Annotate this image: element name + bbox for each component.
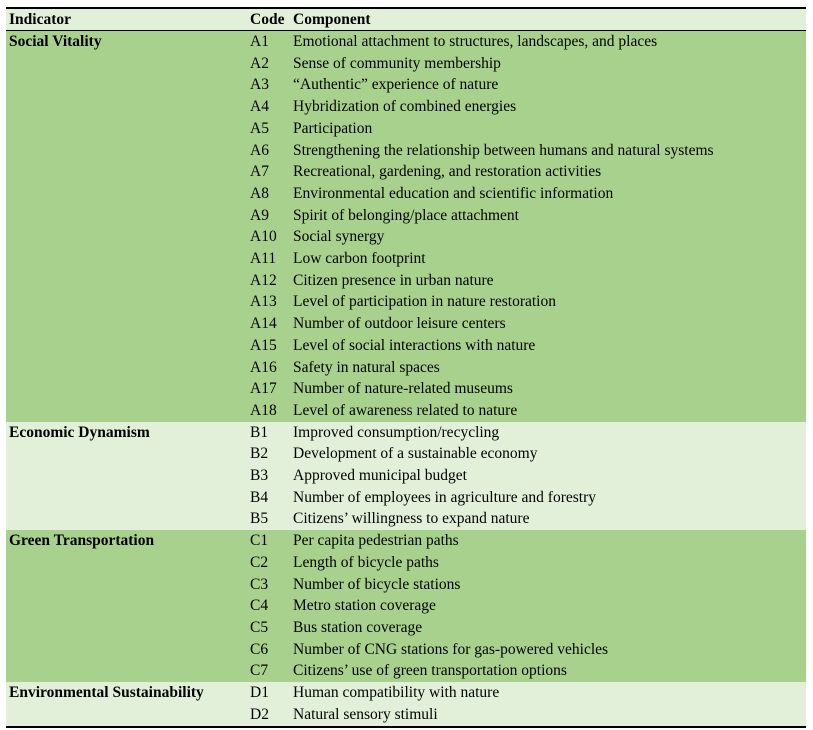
indicator-cell: Green Transportation (9, 532, 155, 550)
code-cell: A5 (250, 119, 269, 137)
code-cell: C2 (250, 553, 269, 571)
indicator-component-table: Indicator Code Component Social Vitality… (6, 7, 806, 728)
code-cell: A10 (250, 228, 277, 246)
component-cell: “Authentic” experience of nature (293, 76, 499, 94)
table-body: Social Vitality A1 Emotional attachment to… (6, 30, 806, 727)
code-cell: A14 (250, 315, 277, 333)
component-cell: Number of CNG stations for gas-powered v… (293, 640, 609, 658)
header-code: Code (248, 8, 290, 31)
table-row: Environmental Sustainability D1 Human comp… (6, 682, 806, 704)
component-cell: Recreational, gardening, and restoration… (293, 163, 602, 181)
code-cell: A12 (250, 271, 277, 289)
component-cell: Citizens’ willingness to expand nature (293, 510, 530, 528)
indicator-cell: Environmental Sustainability (9, 684, 204, 702)
code-cell: A15 (250, 336, 277, 354)
component-cell: Sense of community membership (293, 54, 501, 72)
code-cell: C3 (250, 575, 269, 593)
table-row: Green Transportation C1 Per capita pedestr… (6, 530, 806, 552)
code-cell: B5 (250, 510, 269, 528)
component-cell: Metro station coverage (293, 597, 436, 615)
code-cell: C7 (250, 662, 269, 680)
code-cell: A16 (250, 358, 277, 376)
component-cell: Number of employees in agriculture and f… (293, 488, 597, 506)
code-cell: A17 (250, 380, 277, 398)
code-cell: B4 (250, 488, 269, 506)
code-cell: B2 (250, 445, 269, 463)
component-cell: Human compatibility with nature (293, 684, 500, 702)
component-cell: Bus station coverage (293, 618, 423, 636)
header-row: Indicator Code Component (6, 8, 806, 31)
component-cell: Citizen presence in urban nature (293, 271, 494, 289)
code-cell: A2 (250, 54, 269, 72)
code-cell: C4 (250, 597, 269, 615)
code-cell: A8 (250, 184, 269, 202)
code-cell: A11 (250, 250, 277, 268)
component-cell: Hybridization of combined energies (293, 98, 517, 116)
component-cell: Number of nature-related museums (293, 380, 513, 398)
code-cell: B3 (250, 467, 269, 485)
code-cell: A9 (250, 206, 269, 224)
code-cell: A1 (250, 33, 269, 50)
code-cell: B1 (250, 423, 269, 441)
code-cell: C5 (250, 618, 269, 636)
component-cell: Strengthening the relationship between h… (293, 141, 714, 159)
component-cell: Level of social interactions with nature (293, 336, 536, 354)
table-row: Social Vitality A1 Emotional attachment to… (6, 30, 806, 53)
component-cell: Natural sensory stimuli (293, 705, 438, 723)
code-cell: A18 (250, 401, 277, 419)
code-cell: D1 (250, 684, 269, 702)
component-cell: Level of participation in nature restora… (293, 293, 556, 311)
component-cell: Level of awareness related to nature (293, 401, 518, 419)
code-cell: C1 (250, 532, 269, 550)
code-cell: A7 (250, 163, 269, 181)
component-cell: Low carbon footprint (293, 250, 426, 268)
component-cell: Development of a sustainable economy (293, 445, 538, 463)
component-cell: Environmental education and scientific i… (293, 184, 614, 202)
header-component: Component (290, 8, 806, 31)
component-cell: Per capita pedestrian paths (293, 532, 459, 550)
component-cell: Spirit of belonging/place attachment (293, 206, 519, 224)
code-cell: D2 (250, 705, 269, 723)
code-cell: A6 (250, 141, 269, 159)
table-row: Economic Dynamism B1 Improved consumption/… (6, 421, 806, 444)
component-cell: Length of bicycle paths (293, 553, 439, 571)
header-indicator: Indicator (6, 8, 248, 31)
code-cell: C6 (250, 640, 269, 658)
code-cell: A13 (250, 293, 277, 311)
indicator-cell: Economic Dynamism (9, 423, 150, 441)
component-cell: Citizens’ use of green transportation op… (293, 662, 567, 680)
component-cell: Social synergy (293, 228, 385, 246)
code-cell: A3 (250, 76, 269, 94)
component-cell: Emotional attachment to structures, land… (293, 33, 658, 50)
component-cell: Number of outdoor leisure centers (293, 315, 506, 333)
component-cell: Approved municipal budget (293, 467, 467, 485)
component-cell: Number of bicycle stations (293, 575, 461, 593)
component-cell: Safety in natural spaces (293, 358, 440, 376)
indicator-cell: Social Vitality (9, 33, 102, 50)
component-cell: Participation (293, 119, 373, 137)
component-cell: Improved consumption/recycling (293, 423, 500, 441)
code-cell: A4 (250, 98, 269, 116)
